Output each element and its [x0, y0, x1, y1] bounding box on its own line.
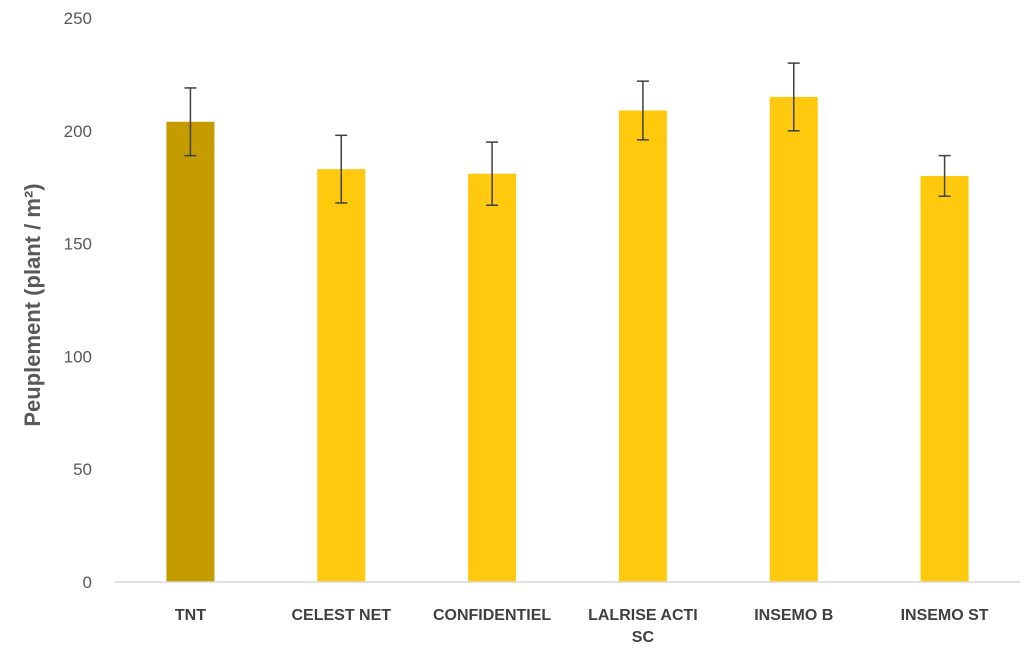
bar: [468, 173, 517, 582]
x-tick-label-line: CELEST NET: [291, 607, 391, 624]
x-tick-label: CELEST NET: [291, 607, 391, 624]
x-tick-label-line: LALRISE ACTI: [588, 607, 698, 624]
x-tick-label-line: INSEMO ST: [901, 607, 989, 624]
error-bar: [486, 141, 499, 206]
bars: [166, 96, 969, 583]
x-tick-label: CONFIDENTIEL: [433, 607, 551, 624]
y-tick-label: 50: [73, 460, 92, 479]
x-tick-label-line: SC: [632, 629, 655, 646]
y-tick-label: 200: [64, 122, 92, 141]
bar: [618, 110, 667, 582]
x-tick-label: INSEMO ST: [901, 607, 989, 624]
y-axis-title: Peuplement (plant / m²): [20, 183, 45, 426]
bar: [920, 175, 969, 583]
error-bars: [184, 62, 951, 206]
y-tick-label: 100: [64, 347, 92, 366]
x-axis-labels: TNT CELEST NET CONFIDENTIEL LALRISE ACTI SC I…: [175, 607, 989, 646]
y-tick-label: 0: [83, 573, 92, 592]
bar: [166, 121, 215, 582]
bar: [769, 96, 818, 583]
error-bar: [636, 80, 649, 141]
error-bar: [184, 87, 197, 157]
error-bar: [938, 154, 951, 197]
y-axis-ticks: 0 50 100 150 200 250: [64, 9, 92, 592]
y-tick-label: 150: [64, 235, 92, 254]
error-bar: [335, 134, 348, 204]
x-tick-label: LALRISE ACTI SC: [588, 607, 698, 646]
x-tick-label-line: INSEMO B: [754, 607, 833, 624]
x-tick-label-line: TNT: [175, 607, 206, 624]
x-tick-label: INSEMO B: [754, 607, 833, 624]
x-tick-label: TNT: [175, 607, 206, 624]
y-tick-label: 250: [64, 9, 92, 28]
x-tick-label-line: CONFIDENTIEL: [433, 607, 551, 624]
error-bar: [787, 62, 800, 132]
bar: [317, 169, 366, 583]
